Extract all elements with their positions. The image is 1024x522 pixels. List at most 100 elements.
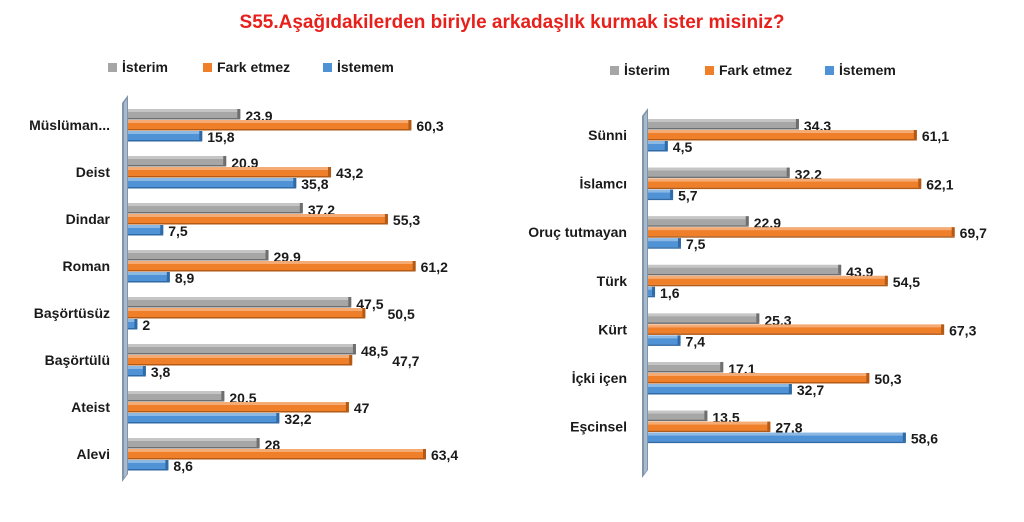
legend-swatch-0 xyxy=(610,66,619,75)
bar xyxy=(648,286,656,296)
bar xyxy=(648,189,674,199)
data-label: 43,2 xyxy=(336,165,363,181)
bar-shadow xyxy=(648,236,955,238)
bar-end xyxy=(902,432,906,442)
bar-end xyxy=(678,238,681,248)
data-label: 48,5 xyxy=(361,343,388,359)
category-label: Eşcinsel xyxy=(570,419,627,435)
bar-shadow xyxy=(128,306,352,308)
bar-end xyxy=(276,413,280,422)
bar-highlight xyxy=(128,109,241,112)
bar-highlight xyxy=(128,391,225,394)
bar-shadow xyxy=(648,187,922,190)
bar-shadow xyxy=(128,458,426,460)
bar-shadow xyxy=(648,393,792,395)
category-label: Türk xyxy=(597,273,628,289)
bar-end xyxy=(408,120,412,129)
bar xyxy=(128,178,297,187)
bar-shadow xyxy=(648,225,749,227)
bar xyxy=(128,438,260,447)
bar-shadow xyxy=(128,118,241,120)
bar xyxy=(648,432,906,442)
bar xyxy=(128,413,280,422)
bar-end xyxy=(345,402,349,411)
data-label: 8,9 xyxy=(175,270,195,286)
bar-end xyxy=(788,384,792,393)
bar xyxy=(128,109,241,118)
bar-end xyxy=(884,275,888,285)
bar-highlight xyxy=(648,227,955,231)
bar xyxy=(648,324,945,334)
axis-wall-highlight xyxy=(124,99,127,478)
bar-highlight xyxy=(648,362,724,365)
legend-label-1: Fark etmez xyxy=(719,62,792,78)
bar-end xyxy=(265,250,269,259)
bar-highlight xyxy=(128,272,170,275)
bar-shadow xyxy=(128,353,356,355)
bar-end xyxy=(165,460,169,469)
bar-shadow xyxy=(128,234,164,236)
bar-end xyxy=(422,449,426,458)
bar-highlight xyxy=(648,130,917,133)
bar-end xyxy=(142,366,146,375)
data-label: 55,3 xyxy=(393,212,420,228)
bar-end xyxy=(328,167,332,176)
bar-shadow xyxy=(128,447,260,449)
data-label: 35,8 xyxy=(301,176,328,192)
category-label: Alevi xyxy=(77,446,110,462)
data-label: 67,3 xyxy=(949,322,976,338)
bar xyxy=(648,178,922,188)
bar-shadow xyxy=(128,469,169,471)
data-label: 50,5 xyxy=(388,306,415,322)
bar xyxy=(128,391,225,400)
bar-end xyxy=(786,167,790,177)
bar-shadow xyxy=(648,371,724,373)
bar xyxy=(128,167,332,176)
category-label: İslamcı xyxy=(580,176,627,192)
bar-highlight xyxy=(128,449,426,452)
bar-highlight xyxy=(128,225,164,228)
bar-highlight xyxy=(128,250,269,253)
bar-end xyxy=(756,313,760,323)
legend-label-2: İstemem xyxy=(337,59,394,75)
bar-end xyxy=(951,227,955,237)
data-label: 60,3 xyxy=(416,118,443,134)
bar-highlight xyxy=(648,167,790,171)
bar-end xyxy=(838,264,842,274)
category-label: Sünni xyxy=(588,127,627,143)
bar-end xyxy=(412,261,416,270)
data-label: 7,4 xyxy=(686,333,706,349)
data-label: 62,1 xyxy=(926,177,953,193)
data-label: 69,7 xyxy=(960,225,987,241)
data-label: 32,2 xyxy=(284,411,311,427)
bar-shadow xyxy=(128,400,225,402)
bar-highlight xyxy=(128,460,169,463)
bar-end xyxy=(745,216,749,226)
category-label: Müslüman... xyxy=(29,117,110,133)
bar-end xyxy=(795,119,799,128)
data-label: 50,3 xyxy=(874,371,901,387)
bar-shadow xyxy=(648,344,681,346)
bar-end xyxy=(237,109,241,118)
bar xyxy=(648,275,888,285)
bar-highlight xyxy=(648,119,799,122)
bar xyxy=(128,319,138,328)
legend-swatch-2 xyxy=(825,66,834,75)
bar xyxy=(648,227,955,237)
bar-shadow xyxy=(128,176,332,178)
bar-shadow xyxy=(128,281,170,283)
bar-shadow xyxy=(648,295,656,298)
bar-shadow xyxy=(648,441,906,444)
bar-end xyxy=(664,141,668,150)
bar-shadow xyxy=(128,129,412,131)
bar-highlight xyxy=(128,438,260,441)
bar-shadow xyxy=(128,140,203,142)
bar xyxy=(648,216,749,226)
data-label: 27,8 xyxy=(775,420,802,436)
bar-end xyxy=(866,373,870,382)
bar-end xyxy=(941,324,945,334)
bar xyxy=(128,203,303,212)
bar xyxy=(648,373,870,382)
bar xyxy=(128,272,170,281)
